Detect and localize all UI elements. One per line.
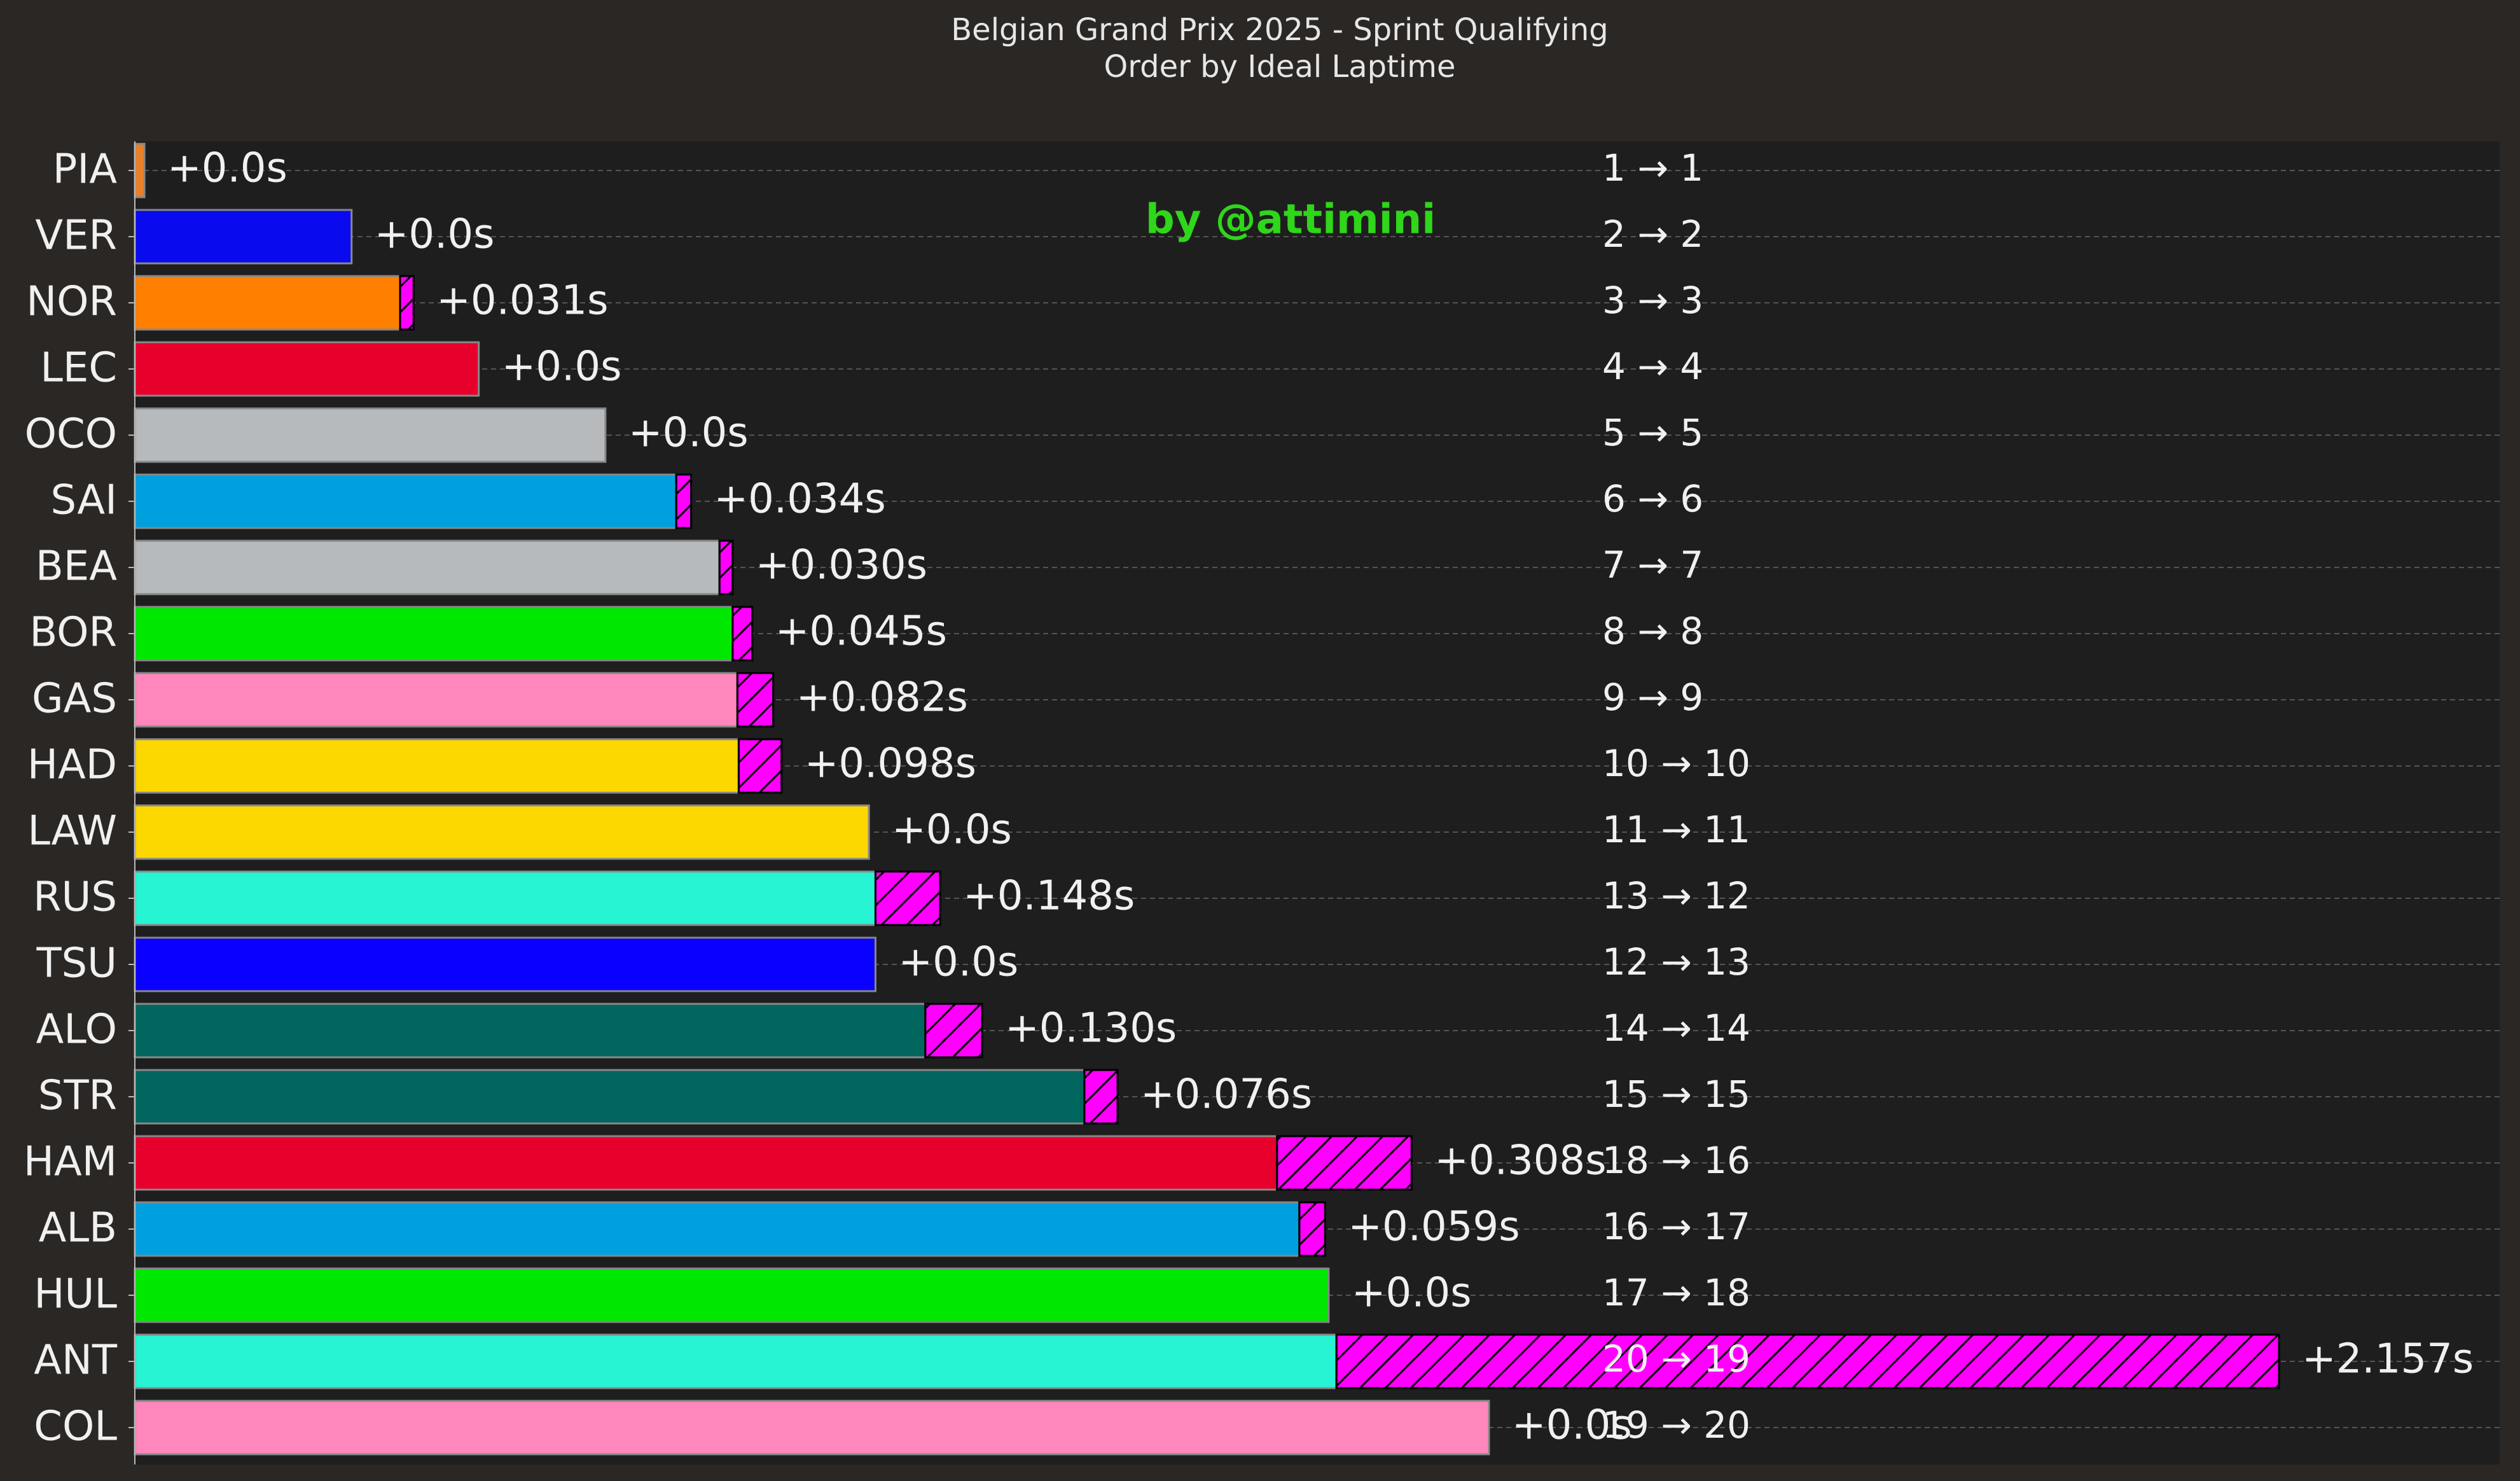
position-label: 17 → 18 xyxy=(1602,1271,1750,1314)
position-label: 18 → 16 xyxy=(1602,1139,1750,1182)
y-tick-label: COL xyxy=(34,1403,117,1450)
bar xyxy=(134,1135,1278,1191)
value-label: +0.0s xyxy=(167,145,287,192)
watermark: by @attimini xyxy=(1146,197,1436,244)
position-label: 3 → 3 xyxy=(1602,279,1703,322)
y-tick-label: BEA xyxy=(36,543,117,590)
delta-hatch xyxy=(1276,1135,1413,1191)
value-label: +0.0s xyxy=(1512,1402,1632,1449)
value-label: +2.157s xyxy=(2302,1336,2474,1383)
value-label: +0.059s xyxy=(1348,1204,1520,1251)
position-label: 9 → 9 xyxy=(1602,676,1703,719)
bar xyxy=(134,1400,1490,1456)
delta-hatch xyxy=(1335,1333,2280,1389)
y-tick-label: HUL xyxy=(34,1271,117,1318)
value-label: +0.076s xyxy=(1140,1071,1312,1118)
y-tick-label: ALB xyxy=(39,1205,117,1252)
bar xyxy=(134,1267,1330,1323)
delta-hatch xyxy=(736,672,775,728)
delta-hatch xyxy=(718,539,734,595)
value-label: +0.0s xyxy=(502,344,622,391)
value-label: +0.0s xyxy=(898,939,1018,986)
bar xyxy=(134,1003,927,1059)
bar xyxy=(134,804,870,860)
value-label: +0.045s xyxy=(775,608,947,655)
delta-hatch xyxy=(1083,1069,1119,1125)
value-label: +0.0s xyxy=(628,410,749,457)
bar xyxy=(134,936,876,992)
position-label: 11 → 11 xyxy=(1602,808,1750,851)
y-tick-label: TSU xyxy=(36,940,117,987)
delta-hatch xyxy=(399,275,415,331)
position-label: 12 → 13 xyxy=(1602,940,1750,984)
position-label: 5 → 5 xyxy=(1602,411,1703,454)
bar xyxy=(134,209,353,265)
y-tick-label: RUS xyxy=(33,874,117,921)
chart-title: Belgian Grand Prix 2025 - Sprint Qualify… xyxy=(951,12,1609,48)
value-label: +0.031s xyxy=(436,277,608,324)
bar xyxy=(134,1069,1086,1125)
y-tick-label: PIA xyxy=(53,146,117,193)
delta-hatch xyxy=(737,738,783,794)
y-tick-label: LEC xyxy=(40,345,117,392)
position-label: 13 → 12 xyxy=(1602,874,1750,917)
bar xyxy=(134,870,876,926)
delta-hatch xyxy=(675,473,693,529)
y-tick-label: HAD xyxy=(27,742,117,789)
delta-hatch xyxy=(731,606,754,662)
value-label: +0.030s xyxy=(756,542,927,589)
y-tick-label: STR xyxy=(38,1073,117,1120)
value-label: +0.130s xyxy=(1005,1005,1177,1052)
y-tick-label: NOR xyxy=(26,279,117,326)
position-label: 14 → 14 xyxy=(1602,1006,1750,1050)
value-label: +0.0s xyxy=(1352,1270,1472,1317)
bar xyxy=(134,275,401,331)
y-tick-label: ANT xyxy=(34,1337,118,1384)
bar xyxy=(134,1201,1301,1257)
y-tick-label: OCO xyxy=(25,411,117,458)
value-label: +0.098s xyxy=(805,740,976,788)
position-label: 6 → 6 xyxy=(1602,477,1703,520)
value-label: +0.082s xyxy=(796,674,968,721)
bar xyxy=(134,606,734,662)
bar xyxy=(134,539,721,595)
position-label: 16 → 17 xyxy=(1602,1205,1750,1248)
position-label: 1 → 1 xyxy=(1602,146,1703,190)
position-label: 7 → 7 xyxy=(1602,543,1703,587)
value-label: +0.148s xyxy=(963,873,1135,920)
bar xyxy=(134,672,738,728)
position-label: 15 → 15 xyxy=(1602,1073,1750,1116)
position-label: 2 → 2 xyxy=(1602,212,1703,256)
position-label: 8 → 8 xyxy=(1602,609,1703,653)
position-label: 10 → 10 xyxy=(1602,742,1750,785)
value-label: +0.0s xyxy=(375,211,495,258)
value-label: +0.034s xyxy=(714,476,886,523)
chart-subtitle: Order by Ideal Laptime xyxy=(1104,49,1455,85)
bar xyxy=(134,738,740,794)
y-tick-label: GAS xyxy=(32,676,117,723)
delta-hatch xyxy=(874,870,941,926)
position-label: 19 → 20 xyxy=(1602,1403,1750,1447)
position-label: 20 → 19 xyxy=(1602,1337,1750,1380)
delta-hatch xyxy=(1298,1201,1326,1257)
y-tick-label: VER xyxy=(35,212,117,260)
plot-area xyxy=(135,141,2500,1464)
y-tick-label: ALO xyxy=(36,1006,117,1053)
bar xyxy=(134,407,607,463)
bar xyxy=(134,473,677,529)
value-label: +0.308s xyxy=(1434,1137,1606,1185)
value-label: +0.0s xyxy=(892,807,1012,854)
y-tick-label: HAM xyxy=(24,1139,117,1186)
y-tick-label: SAI xyxy=(51,477,117,524)
y-tick-label: LAW xyxy=(27,808,117,855)
bar xyxy=(134,1333,1338,1389)
position-label: 4 → 4 xyxy=(1602,345,1703,388)
y-tick-label: BOR xyxy=(29,609,117,657)
bar xyxy=(134,143,146,198)
delta-hatch xyxy=(924,1003,983,1059)
bar xyxy=(134,341,480,397)
